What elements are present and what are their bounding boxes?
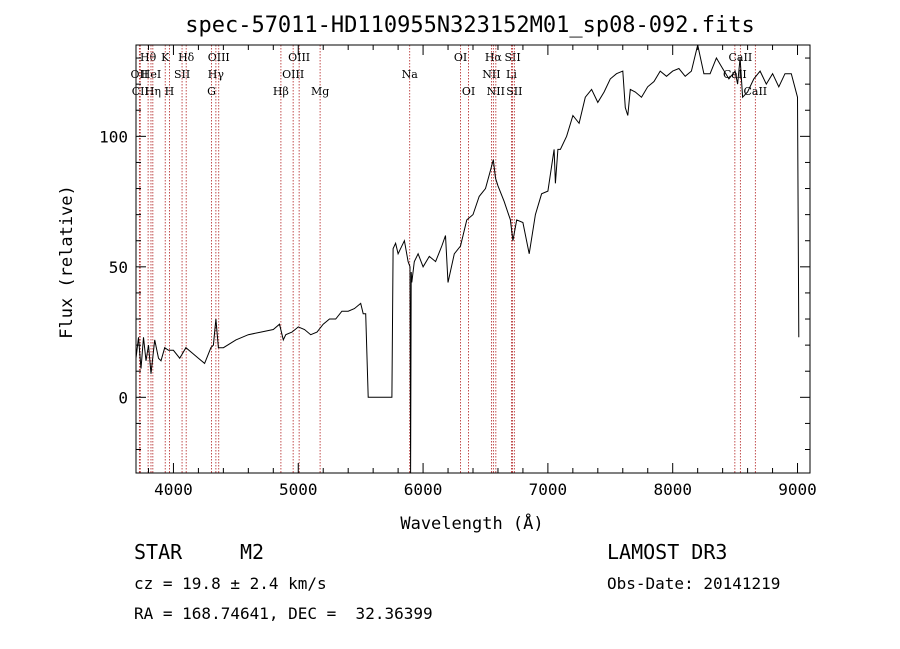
x-tick-label: 8000 <box>653 480 692 499</box>
line-marker-label: OIII <box>208 51 230 64</box>
x-tick-label: 4000 <box>154 480 193 499</box>
survey-name: LAMOST DR3 <box>607 540 728 564</box>
line-marker-label: Hβ <box>273 85 289 98</box>
y-axis-label: Flux (relative) <box>57 185 77 339</box>
line-marker-label: OIII <box>282 68 304 81</box>
line-marker-label: Hγ <box>208 68 225 81</box>
line-marker-label: SII <box>174 68 190 81</box>
line-marker-label: Li <box>506 68 517 81</box>
line-marker-label: NII <box>487 85 505 98</box>
spectrum-line <box>135 44 800 474</box>
line-marker-label: Hη <box>145 85 161 98</box>
line-marker-label: OII <box>131 68 149 81</box>
line-marker-label: Hδ <box>178 51 195 64</box>
x-tick-label: 5000 <box>279 480 318 499</box>
object-class: STAR <box>134 540 183 564</box>
line-marker-label: SII <box>504 51 520 64</box>
object-subclass: M2 <box>240 540 265 564</box>
line-marker-label: OI <box>454 51 467 64</box>
line-marker-label: Na <box>402 68 419 81</box>
line-marker-label: CaII <box>743 85 767 98</box>
x-axis-label: Wavelength (Å) <box>400 512 543 534</box>
y-tick-label: 100 <box>99 127 128 146</box>
x-tick-label: 6000 <box>404 480 443 499</box>
redshift-value: cz = 19.8 ± 2.4 km/s <box>134 574 327 593</box>
line-marker-label: Hα <box>485 51 503 64</box>
x-tick-label: 7000 <box>529 480 568 499</box>
y-tick-label: 50 <box>109 258 128 277</box>
line-marker-label: H <box>165 85 175 98</box>
coordinates: RA = 168.74641, DEC = 32.36399 <box>134 604 433 623</box>
line-marker-label: Hθ <box>140 51 157 64</box>
line-marker-label: NII <box>482 68 500 81</box>
line-marker-label: K <box>161 51 170 64</box>
line-marker-label: OI <box>462 85 475 98</box>
line-marker-label: CaII <box>729 51 753 64</box>
line-marker-label: SII <box>506 85 522 98</box>
line-marker-label: G <box>207 85 216 98</box>
observation-date: Obs-Date: 20141219 <box>607 574 781 593</box>
line-marker-label: OIII <box>288 51 310 64</box>
x-tick-label: 9000 <box>778 480 817 499</box>
chart-title: spec-57011-HD110955N323152M01_sp08-092.f… <box>185 13 755 38</box>
y-tick-label: 0 <box>118 388 128 407</box>
line-marker-label: Mg <box>311 85 329 98</box>
line-marker-label: HeI <box>141 68 161 81</box>
plot-frame <box>135 44 811 474</box>
